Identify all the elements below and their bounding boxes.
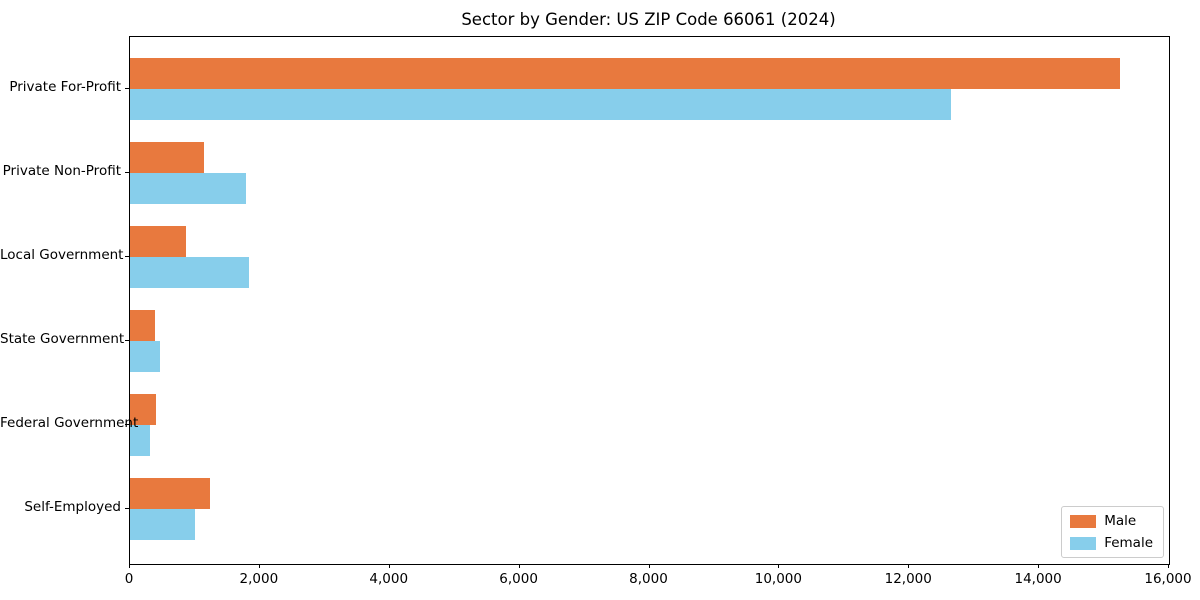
category-label: Local Government [0,247,124,263]
legend: Male Female [1061,506,1164,558]
bar-female-0 [130,89,951,120]
bar-female-3 [130,341,160,372]
x-tick-label: 0 [124,571,134,587]
x-tick-mark [389,564,390,568]
bar-male-2 [130,226,186,257]
bar-male-5 [130,478,210,509]
x-tick-mark [129,564,130,568]
y-tick-mark [125,340,129,341]
x-tick-mark [649,564,650,568]
bar-male-4 [130,394,156,425]
x-tick-mark [1168,564,1169,568]
y-tick-mark [125,256,129,257]
x-tick-label: 4,000 [369,571,409,587]
bar-female-4 [130,425,150,456]
legend-entry-male: Male [1070,513,1153,529]
y-tick-mark [125,172,129,173]
legend-label-female: Female [1104,535,1153,551]
category-label: Private For-Profit [9,79,121,95]
category-label: Federal Government [0,415,139,431]
male-series-swatch [1070,514,1097,528]
x-tick-label: 10,000 [754,571,802,587]
x-tick-label: 2,000 [239,571,279,587]
x-tick-mark [1038,564,1039,568]
y-tick-mark [125,88,129,89]
legend-entry-female: Female [1070,535,1153,551]
x-tick-mark [259,564,260,568]
x-tick-mark [778,564,779,568]
y-tick-mark [125,424,129,425]
x-tick-label: 14,000 [1014,571,1062,587]
x-tick-mark [908,564,909,568]
category-label: Private Non-Profit [2,163,121,179]
bar-female-5 [130,509,195,540]
x-tick-mark [519,564,520,568]
x-tick-label: 16,000 [1144,571,1192,587]
chart-title: Sector by Gender: US ZIP Code 66061 (202… [461,10,836,29]
x-tick-label: 6,000 [499,571,538,587]
bar-male-0 [130,58,1120,89]
category-label: State Government [0,331,125,347]
x-tick-label: 12,000 [884,571,932,587]
category-label: Self-Employed [24,499,121,515]
bar-female-2 [130,257,249,288]
y-tick-mark [125,508,129,509]
bar-male-3 [130,310,155,341]
female-series-swatch [1070,536,1097,550]
bar-male-1 [130,142,204,173]
x-tick-label: 8,000 [629,571,668,587]
plot-area: Male Female [129,36,1170,565]
bar-female-1 [130,173,246,204]
legend-label-male: Male [1104,513,1137,529]
